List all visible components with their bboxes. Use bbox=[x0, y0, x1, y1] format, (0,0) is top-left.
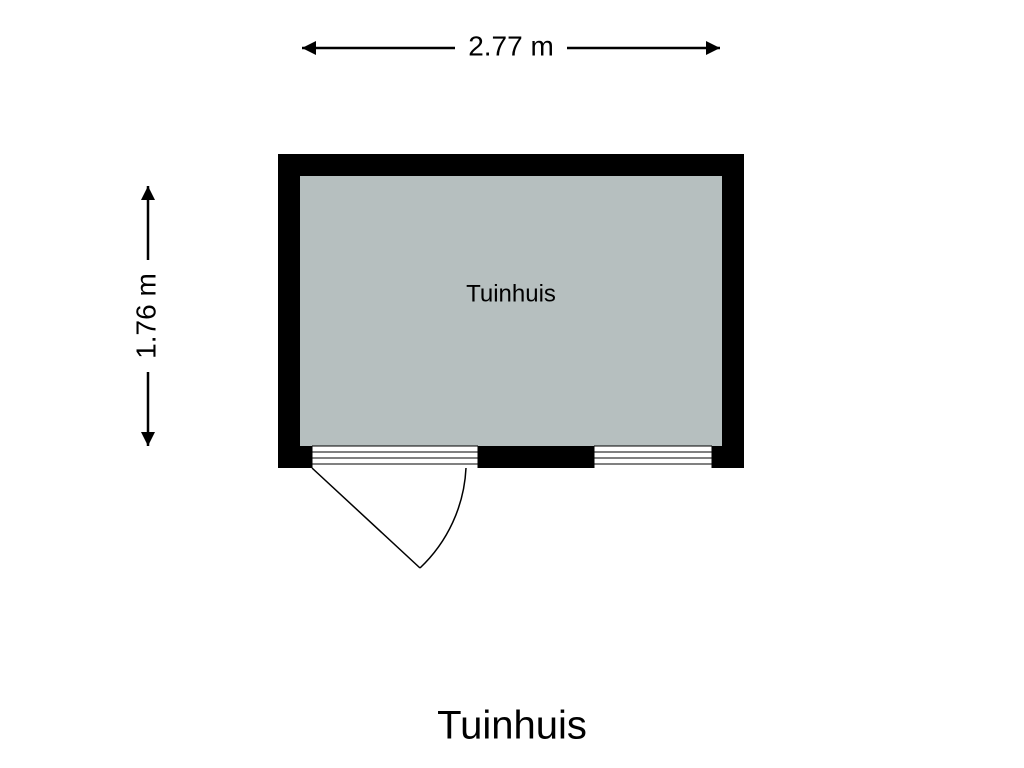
plan-title: Tuinhuis bbox=[437, 704, 587, 748]
dimension-height-label: 1.76 m bbox=[130, 273, 161, 359]
wall-bottom-seg-1 bbox=[478, 446, 594, 468]
dimension-width-label: 2.77 m bbox=[468, 30, 554, 61]
wall-right bbox=[722, 154, 744, 468]
opening-sill-0 bbox=[312, 446, 478, 468]
opening-sill-1 bbox=[594, 446, 712, 468]
wall-left bbox=[278, 154, 300, 468]
wall-bottom-seg-2 bbox=[712, 446, 744, 468]
wall-top bbox=[278, 154, 744, 176]
room-label: Tuinhuis bbox=[466, 281, 556, 308]
room-interior bbox=[300, 176, 722, 446]
wall-bottom-seg-0 bbox=[278, 446, 312, 468]
